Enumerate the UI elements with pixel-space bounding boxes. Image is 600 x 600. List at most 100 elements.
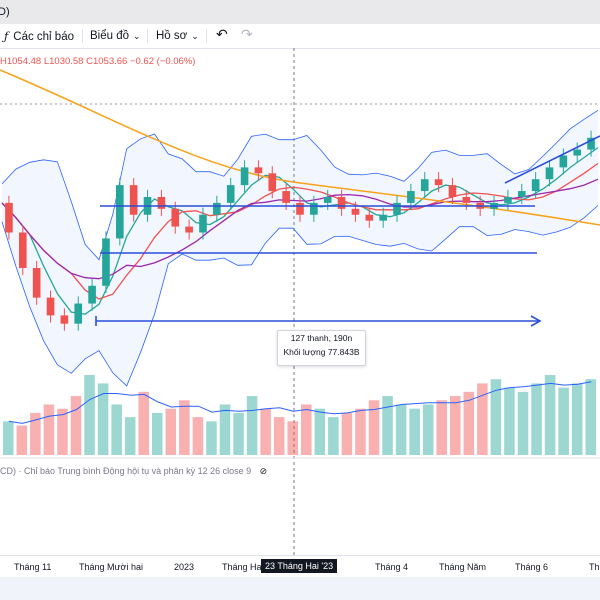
volume-bar	[124, 417, 136, 455]
candle-down	[268, 173, 277, 192]
volume-bars	[3, 375, 596, 455]
toolbar-divider	[206, 29, 207, 43]
profile-dropdown[interactable]: Hồ sơ ⌄	[156, 28, 199, 44]
candle-down	[351, 208, 360, 215]
candle-down	[462, 196, 471, 203]
window-titlebar: D)	[0, 0, 600, 25]
candle-down	[448, 185, 457, 197]
volume-bar	[206, 421, 217, 455]
volume-bar	[571, 383, 583, 455]
candle-down	[171, 208, 180, 227]
candle-down	[46, 297, 55, 316]
volume-bar	[436, 400, 447, 455]
candle-up	[323, 196, 332, 203]
volume-bar	[260, 408, 271, 455]
chevron-down-icon: ⌄	[191, 31, 199, 41]
candle-up	[88, 285, 96, 304]
candle-up	[116, 185, 124, 239]
volume-bar	[233, 412, 244, 455]
candle-up	[102, 238, 110, 286]
macd-legend[interactable]: CD) · Chỉ báo Trung bình Động hội tụ và …	[0, 466, 267, 477]
undo-icon[interactable]: ↶	[216, 26, 228, 42]
time-axis[interactable]: Tháng 11 Tháng Mười hai 2023 Tháng Hai 2…	[0, 555, 600, 578]
bollinger-lower	[1, 205, 599, 387]
candle-up	[587, 137, 595, 150]
ohlc-change: −0.62 (−0.06%)	[129, 56, 196, 67]
redo-icon[interactable]: ↷	[241, 26, 253, 42]
candle-up	[226, 185, 235, 203]
volume-bar	[152, 412, 163, 455]
candle-up	[213, 202, 221, 215]
crosshair-time-label: 23 Tháng Hai '23	[261, 559, 338, 573]
bollinger-upper	[1, 109, 599, 261]
candle-up	[74, 303, 83, 324]
volume-bar	[165, 408, 177, 455]
volume-bar	[490, 379, 502, 455]
candle-up	[379, 214, 387, 221]
candle-up	[573, 149, 582, 156]
candle-down	[18, 232, 27, 269]
volume-bar	[422, 404, 434, 455]
candle-down	[365, 214, 374, 221]
candle-down	[282, 191, 290, 203]
candle-down	[157, 196, 166, 209]
ohlc-close: C1053.66	[86, 56, 128, 67]
volume-bar	[43, 404, 55, 455]
xaxis-label: Tháng 11	[14, 562, 52, 572]
volume-bar	[287, 421, 298, 455]
volume-ma	[8, 381, 592, 424]
volume-bar	[504, 387, 515, 455]
volume-bar	[97, 383, 109, 455]
indicators-label: Các chỉ báo	[13, 31, 74, 43]
profile-label: Hồ sơ	[156, 30, 188, 42]
xaxis-label: Tháng Hai	[222, 562, 264, 572]
candle-up	[393, 202, 401, 215]
chevron-down-icon: ⌄	[133, 31, 141, 41]
xaxis-label: Tháng 6	[515, 562, 549, 572]
volume-bar	[70, 396, 82, 455]
candle-up	[504, 196, 512, 203]
candle-up	[407, 191, 415, 203]
bottom-bar	[0, 577, 600, 600]
measure-arrowhead	[530, 315, 542, 327]
candle-up	[517, 191, 526, 197]
ohlc-legend: H1054.48 L1030.58 C1053.66 −0.62 (−0.06%…	[0, 56, 195, 67]
volume-bar	[246, 396, 258, 455]
volume-bar	[314, 408, 326, 455]
candle-down	[337, 196, 346, 209]
chart-type-dropdown[interactable]: Biểu đồ ⌄	[90, 28, 141, 44]
volume-bar	[138, 391, 149, 455]
measure-volume: Khối lượng 77.843B	[283, 347, 360, 357]
volume-bar	[544, 375, 556, 455]
measure-bars: 127 thanh, 190n	[290, 333, 353, 343]
candle-down	[60, 315, 69, 324]
volume-bar	[57, 408, 68, 455]
candle-up	[240, 167, 249, 186]
volume-bar	[111, 404, 122, 455]
candle-up	[559, 155, 568, 168]
volume-bar	[531, 383, 542, 455]
candle-up	[310, 202, 318, 215]
window-title: D)	[0, 6, 10, 18]
xaxis-label: Tháng 4	[375, 562, 409, 572]
candle-down	[254, 167, 263, 174]
candle-up	[531, 179, 540, 192]
ohlc-high: H1054.48	[0, 56, 42, 67]
candle-down	[185, 226, 193, 233]
indicators-button[interactable]: ƒ Các chỉ báo	[4, 28, 74, 44]
indicator-fx-icon: ƒ	[4, 29, 9, 43]
volume-bar	[463, 391, 475, 455]
volume-bar	[355, 408, 366, 455]
trend-line	[504, 135, 600, 184]
xaxis-label: 2023	[174, 562, 195, 572]
chart-type-label: Biểu đồ	[90, 30, 130, 42]
volume-bar	[558, 387, 569, 455]
ohlc-low: L1030.58	[43, 56, 84, 67]
volume-bar	[395, 404, 407, 455]
volume-bar	[328, 417, 339, 455]
price-chart[interactable]	[0, 48, 600, 555]
eye-off-icon[interactable]: ⊘	[259, 466, 268, 476]
volume-bar	[409, 408, 420, 455]
volume-bar	[30, 412, 41, 455]
ma-medium	[1, 162, 599, 300]
